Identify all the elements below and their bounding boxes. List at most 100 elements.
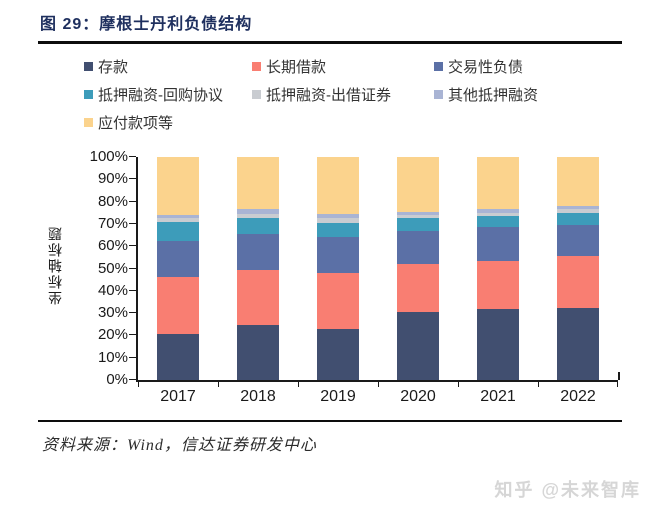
y-tick-label: 80%: [97, 192, 128, 210]
legend-item: 其他抵押融资: [434, 84, 604, 105]
legend-item: 存款: [84, 56, 252, 77]
legend-item: 抵押融资-出借证券: [252, 84, 434, 105]
bar-segment: [397, 215, 439, 219]
bar-segment: [557, 212, 599, 226]
y-tickmark: [129, 312, 136, 314]
y-tick-label: 50%: [97, 259, 128, 277]
x-axis-label: 2020: [400, 388, 436, 405]
bar-segment: [237, 269, 279, 326]
stacked-bar-chart: 坐标轴标题 0% 10% 20% 30% 40% 50% 60% 70% 80% 90% 100%: [40, 147, 657, 387]
y-tickmark: [129, 200, 136, 202]
bar-segment: [557, 256, 599, 308]
bar-segment: [397, 218, 439, 231]
x-tickmark: [538, 382, 539, 387]
x-tickmark: [218, 382, 219, 387]
bar-segment: [317, 157, 359, 214]
legend-label: 应付款项等: [98, 115, 174, 132]
bar-segment: [557, 206, 599, 210]
y-tick-label: 20%: [97, 326, 128, 344]
bar-2022: [557, 157, 599, 380]
y-tick-label: 40%: [97, 281, 128, 299]
bar-segment: [397, 312, 439, 380]
bar-segment: [237, 325, 279, 380]
legend-swatch-icon: [84, 90, 93, 99]
x-axis-label: 2018: [240, 388, 276, 405]
legend-label: 其他抵押融资: [448, 87, 539, 104]
bar-2017: [157, 157, 199, 380]
bar-segment: [237, 209, 279, 214]
bar-segment: [477, 227, 519, 261]
x-tickmark: [458, 382, 459, 387]
legend-swatch-icon: [252, 90, 261, 99]
bar-segment: [157, 157, 199, 216]
legend-label: 长期借款: [266, 59, 327, 76]
bar-segment: [477, 260, 519, 309]
bar-2018: [237, 157, 279, 380]
y-tick-label: 90%: [97, 170, 128, 188]
watermark: 知乎 @未来智库: [494, 480, 641, 500]
legend-swatch-icon: [84, 118, 93, 127]
legend-swatch-icon: [434, 62, 443, 71]
y-tickmark: [129, 156, 136, 157]
y-tickmark: [129, 267, 136, 269]
bar-segment: [317, 218, 359, 223]
bar-segment: [397, 157, 439, 212]
bar-2019: [317, 157, 359, 380]
bar-segment: [157, 221, 199, 241]
bar-2020: [397, 157, 439, 380]
legend-swatch-icon: [434, 90, 443, 99]
x-axis-label: 2017: [160, 388, 196, 405]
bar-segment: [157, 218, 199, 222]
bar-segment: [557, 209, 599, 213]
bar-segment: [477, 212, 519, 217]
x-tickmark: [617, 382, 618, 387]
figure-title: 图 29：摩根士丹利负债结构: [40, 16, 253, 33]
x-tickmark: [298, 382, 299, 387]
bar-segment: [317, 328, 359, 380]
plot-area: [129, 156, 620, 387]
bar-segment: [237, 233, 279, 270]
y-tickmark: [129, 334, 136, 336]
x-axis-label: 2022: [560, 388, 596, 405]
x-tickmark: [138, 382, 139, 387]
y-tick-label: 100%: [89, 148, 128, 165]
y-tick-label: 60%: [97, 237, 128, 255]
x-axis-labels: 2017 2018 2019 2020 2021 2022: [138, 388, 618, 406]
bar-segment: [557, 225, 599, 257]
y-tickmark: [129, 379, 136, 380]
y-tickmark: [129, 222, 136, 224]
legend-swatch-icon: [84, 62, 93, 71]
bar-segment: [477, 308, 519, 380]
source-note: 资料来源：Wind，信达证券研发中心: [42, 437, 317, 454]
legend-label: 抵押融资-出借证券: [266, 87, 391, 104]
bar-segment: [157, 277, 199, 335]
x-tickmark: [378, 382, 379, 387]
bar-segment: [557, 307, 599, 380]
bar-segment: [477, 157, 519, 210]
bar-segment: [317, 272, 359, 329]
legend-label: 抵押融资-回购协议: [98, 87, 223, 104]
bar-segment: [477, 216, 519, 228]
y-axis-title: 坐标轴标题: [47, 224, 63, 305]
legend-item: 交易性负债: [434, 56, 604, 77]
bar-segment: [477, 209, 519, 213]
x-axis-end-tick: [618, 372, 620, 380]
y-axis-tick-labels: 0% 10% 20% 30% 40% 50% 60% 70% 80% 90% 100%: [70, 149, 136, 387]
bar-segment: [157, 215, 199, 219]
y-tick-label: 70%: [97, 214, 128, 232]
y-tickmark: [129, 289, 136, 291]
bar-segment: [237, 218, 279, 234]
bar-segment: [317, 213, 359, 219]
x-axis-label: 2021: [480, 388, 516, 405]
figure-panel: 图 29：摩根士丹利负债结构 存款 长期借款 交易性负债抵押融资-回购协议 抵押融资-…: [0, 10, 657, 510]
bar-segment: [237, 213, 279, 219]
y-tick-label: 10%: [97, 348, 128, 366]
legend-swatch-icon: [252, 62, 261, 71]
bar-segment: [157, 334, 199, 380]
footer-divider: [38, 420, 622, 422]
y-tickmark: [129, 178, 136, 180]
legend-item: 应付款项等: [84, 112, 252, 133]
bar-segment: [237, 157, 279, 210]
bar-segment: [157, 240, 199, 278]
bar-segment: [397, 211, 439, 216]
